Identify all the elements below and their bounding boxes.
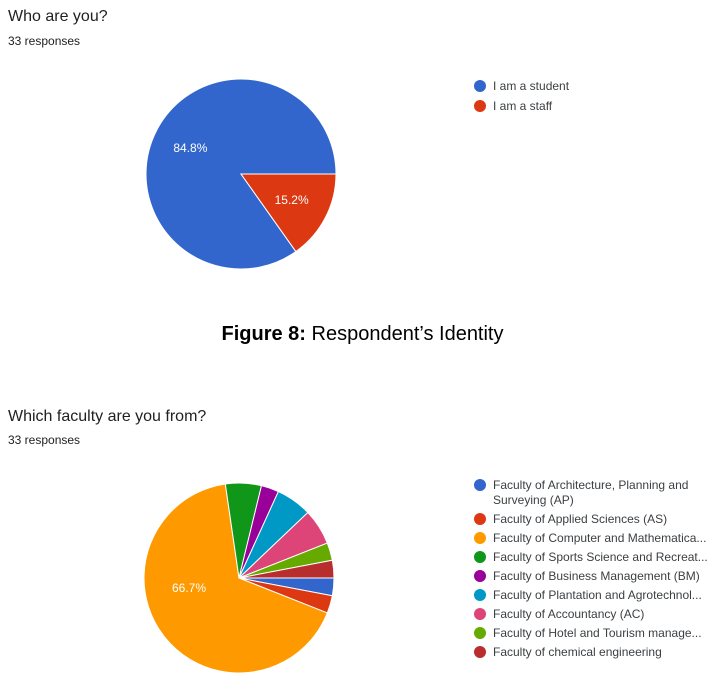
legend: Faculty of Architecture, Planning and Su… bbox=[474, 478, 714, 664]
legend: I am a student I am a staff bbox=[474, 79, 704, 119]
response-count: 33 responses bbox=[8, 433, 81, 447]
legend-swatch bbox=[474, 479, 486, 491]
legend-swatch bbox=[474, 513, 486, 525]
legend-label: I am a staff bbox=[493, 99, 553, 113]
legend-item-i-am-a-student: I am a student bbox=[474, 79, 704, 94]
legend-item-faculty-of-business-management-bm: Faculty of Business Management (BM) bbox=[474, 569, 714, 584]
legend-label: Faculty of chemical engineering bbox=[493, 645, 662, 659]
legend-label: Faculty of Plantation and Agrotechnol... bbox=[493, 588, 702, 602]
figure-caption: Figure 8: Respondent’s Identity bbox=[0, 323, 725, 346]
who-are-you-chart: Who are you? 33 responses 84.8% 15.2% I a… bbox=[0, 0, 725, 290]
legend-label: Faculty of Architecture, Planning and Su… bbox=[493, 478, 689, 507]
pie-chart: 66.7% bbox=[143, 482, 335, 674]
legend-swatch bbox=[474, 532, 486, 544]
legend-item-faculty-of-plantation-and-agrotechnol: Faculty of Plantation and Agrotechnol... bbox=[474, 588, 714, 603]
legend-swatch bbox=[474, 608, 486, 620]
legend-item-faculty-of-computer-and-mathematica: Faculty of Computer and Mathematica... bbox=[474, 531, 714, 546]
pie-slice-faculty-of-chemical-engineering bbox=[238, 559, 335, 579]
legend-label: I am a student bbox=[493, 79, 570, 93]
legend-item-faculty-of-applied-sciences-as: Faculty of Applied Sciences (AS) bbox=[474, 512, 714, 527]
chart-title: Which faculty are you from? bbox=[8, 408, 207, 425]
legend-label: Faculty of Sports Science and Recreat... bbox=[493, 550, 708, 564]
pie-slice-i-am-a-staff bbox=[240, 173, 337, 253]
legend-swatch bbox=[474, 589, 486, 601]
legend-label: Faculty of Applied Sciences (AS) bbox=[493, 512, 668, 526]
slice-label-i-am-a-staff: 15.2% bbox=[275, 193, 309, 207]
legend-item-faculty-of-chemical-engineering: Faculty of chemical engineering bbox=[474, 645, 714, 660]
figure-label: Figure 8: bbox=[221, 323, 306, 345]
legend-swatch bbox=[474, 80, 486, 92]
legend-label: Faculty of Computer and Mathematica... bbox=[493, 531, 707, 545]
legend-item-faculty-of-architecture-planning-and-sur: Faculty of Architecture, Planning and Su… bbox=[474, 478, 714, 508]
response-count: 33 responses bbox=[8, 34, 81, 48]
pie-slice-faculty-of-computer-and-mathematica bbox=[143, 483, 328, 674]
legend-item-faculty-of-accountancy-ac: Faculty of Accountancy (AC) bbox=[474, 607, 714, 622]
legend-swatch bbox=[474, 100, 486, 112]
legend-swatch bbox=[474, 551, 486, 563]
chart-title: Who are you? bbox=[8, 8, 108, 25]
legend-item-faculty-of-sports-science-and-recreat: Faculty of Sports Science and Recreat... bbox=[474, 550, 714, 565]
legend-swatch bbox=[474, 627, 486, 639]
faculty-chart: Which faculty are you from? 33 responses… bbox=[0, 400, 725, 675]
slice-label-i-am-a-student: 84.8% bbox=[173, 141, 207, 155]
legend-label: Faculty of Business Management (BM) bbox=[493, 569, 700, 583]
legend-label: Faculty of Accountancy (AC) bbox=[493, 607, 645, 621]
legend-label: Faculty of Hotel and Tourism manage... bbox=[493, 626, 702, 640]
legend-swatch bbox=[474, 646, 486, 658]
legend-item-faculty-of-hotel-and-tourism-manage: Faculty of Hotel and Tourism manage... bbox=[474, 626, 714, 641]
legend-item-i-am-a-staff: I am a staff bbox=[474, 99, 704, 114]
figure-caption-text: Respondent’s Identity bbox=[305, 323, 504, 345]
slice-label-faculty-of-computer-and-mathematica: 66.7% bbox=[172, 581, 206, 595]
pie-chart: 84.8% 15.2% bbox=[145, 78, 337, 270]
legend-swatch bbox=[474, 570, 486, 582]
